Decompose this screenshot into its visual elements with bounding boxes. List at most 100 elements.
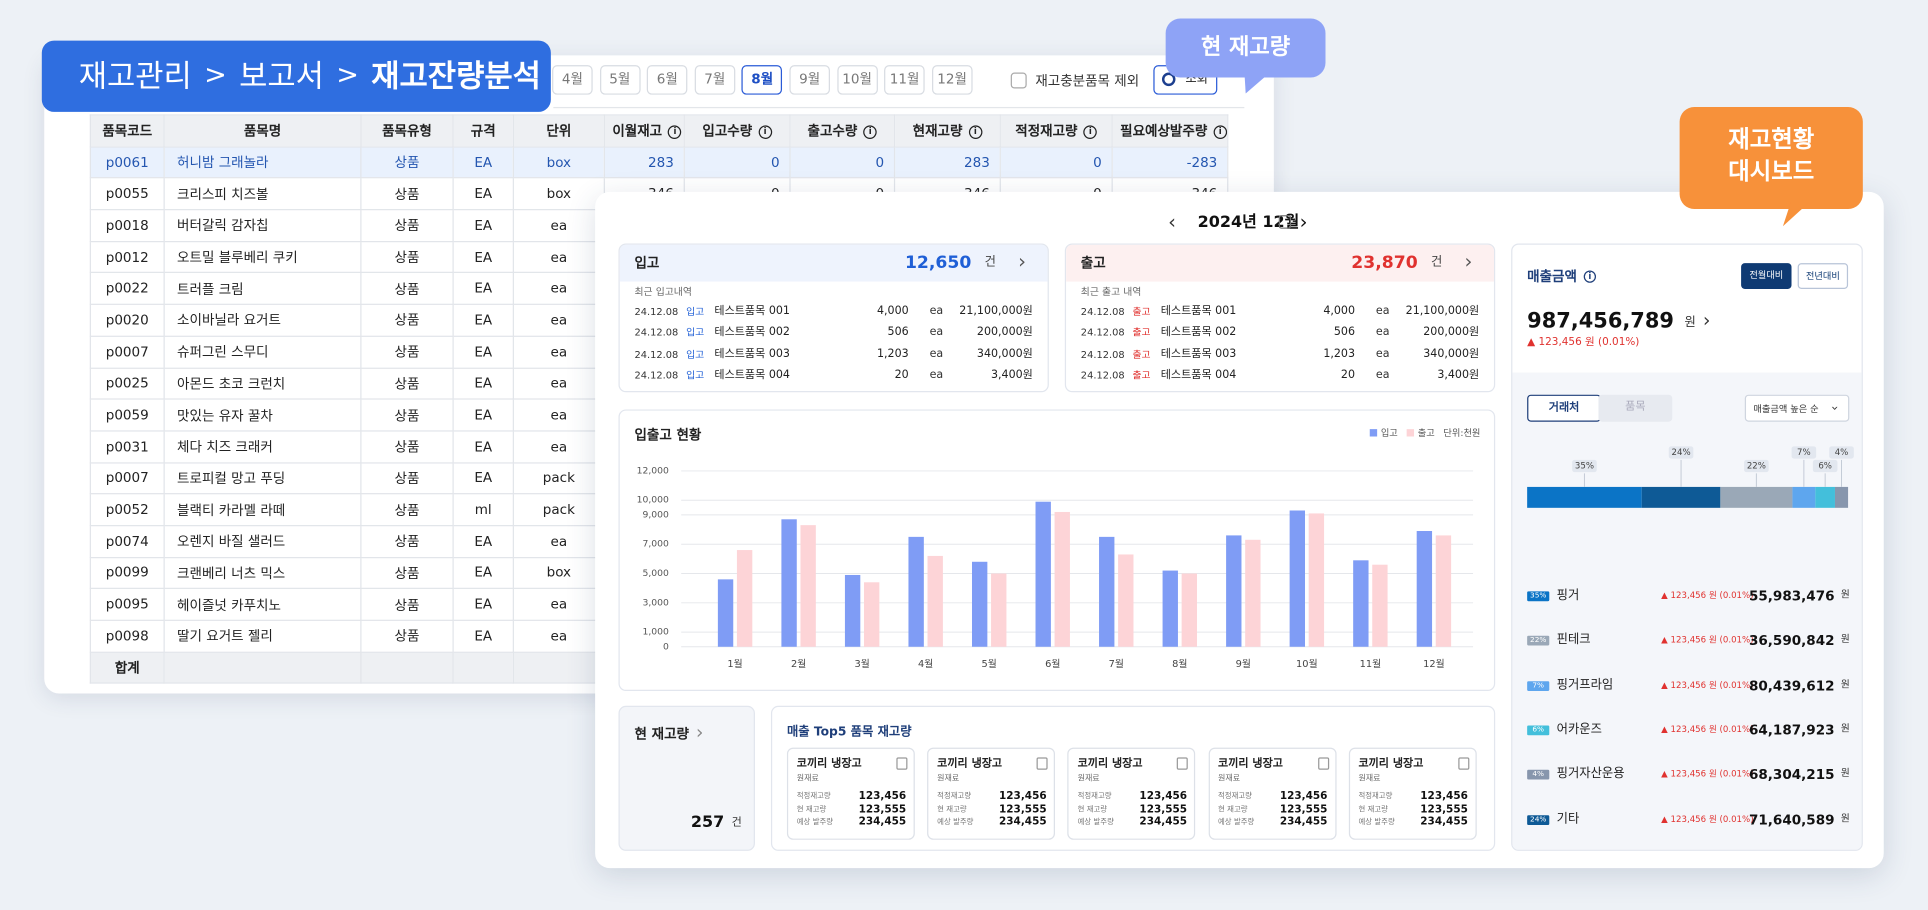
x-tick-label: 12월 [1423, 658, 1445, 670]
share-label: 22% [1747, 462, 1766, 472]
x-tick-label: 8월 [1172, 658, 1187, 670]
compare-button[interactable]: 전월대비 [1741, 263, 1792, 289]
chevron[interactable]: › [1018, 249, 1026, 273]
calendar-icon[interactable] [1278, 215, 1292, 229]
table-cell: p0012 [89, 240, 165, 274]
table-cell: 상품 [360, 335, 454, 369]
divider [553, 106, 1245, 109]
header-text: 적정재고량 [1015, 123, 1078, 140]
header-text: 품목유형 [382, 123, 432, 140]
legend-swatch [1406, 429, 1415, 437]
header-text: 규격 [470, 123, 496, 140]
bar [1162, 570, 1178, 647]
checkbox[interactable] [1010, 72, 1027, 89]
row-unit: ea [929, 305, 944, 318]
client-unit: 원 [1840, 678, 1850, 690]
next-arrow[interactable]: › [1299, 210, 1308, 234]
row-unit: ea [1375, 348, 1390, 361]
top5-item[interactable]: 코끼리 냉장고 원재료 적정재고량 123,456 현 재고량 123,555 예상 발주량… [1348, 747, 1477, 840]
table-cell: box [512, 145, 605, 179]
table-cell: p0031 [89, 430, 165, 464]
client-unit: 원 [1840, 588, 1850, 601]
y-tick-label: 1,000 [642, 627, 669, 638]
top5-item[interactable]: 코끼리 냉장고 원재료 적정재고량 123,456 현 재고량 123,555 예상 발주량… [1208, 747, 1337, 840]
chevron[interactable]: › [1464, 249, 1473, 273]
table-cell: 블랙티 카라멜 라떼 [163, 493, 362, 527]
y-tick-label: 0 [663, 641, 669, 652]
item-row-value: 234,455 [1139, 816, 1188, 829]
sort-dropdown[interactable]: 매출금액 높은 순 › [1744, 394, 1850, 422]
row-name: 테스트품목 004 [1160, 369, 1237, 383]
item-icon [1036, 757, 1048, 770]
month-button[interactable]: 9월 [789, 65, 830, 95]
client-name: 핀테크 [1556, 633, 1591, 648]
table-row[interactable]: p0061 허니밤 그래놀라 상품 EA box 283 0 0 283 0 -283 [89, 145, 1229, 179]
table-cell: ea [512, 240, 605, 274]
share-label: 4% [1835, 448, 1849, 458]
item-row-label: 예상 발주량 [1077, 817, 1114, 827]
month-button[interactable]: 12월 [931, 65, 973, 95]
row-date: 24.12.08 [1080, 370, 1125, 382]
top5-item[interactable]: 코끼리 냉장고 원재료 적정재고량 123,456 현 재고량 123,555 예상 발주량… [927, 747, 1056, 840]
client-name: 핑거자산운용 [1556, 767, 1625, 782]
bar [1353, 560, 1369, 647]
item-icon [896, 757, 908, 770]
top5-title: 매출 Top5 품목 재고량 [786, 725, 912, 739]
x-tick-label: 5월 [982, 658, 997, 670]
item-row-label: 적정재고량 [937, 791, 972, 801]
item-row-label: 현 재고량 [1218, 804, 1248, 814]
chevron[interactable]: › [1702, 309, 1711, 332]
inbound-count: 12,650 [904, 253, 972, 273]
compare-button[interactable]: 전년대비 [1797, 263, 1849, 289]
footer-cell [452, 651, 514, 685]
footer-cell [163, 651, 362, 685]
column-header: 품목코드 [89, 114, 165, 148]
table-cell: EA [452, 367, 514, 400]
bar [844, 574, 861, 647]
item-row-value: 123,456 [1139, 790, 1188, 803]
item-row-value: 123,555 [1139, 803, 1188, 816]
row-unit: ea [1375, 369, 1390, 383]
outbound-title: 출고 [1080, 255, 1106, 272]
tab[interactable]: 거래처 [1527, 394, 1601, 422]
month-button[interactable]: 11월 [884, 65, 925, 95]
share-label-bg [1812, 459, 1838, 473]
outbound-card: 출고 23,870 건 › 최근 출고 내역 24.12.08 출고 테스트품목 001 4,0… [1064, 243, 1496, 393]
month-button[interactable]: 8월 [741, 65, 783, 95]
month-button[interactable]: 5월 [599, 65, 641, 95]
client-badge: 7% [1527, 680, 1550, 691]
month-button[interactable]: 10월 [836, 65, 878, 95]
table-cell: EA [452, 524, 514, 558]
table-cell: p0022 [89, 272, 165, 306]
row-date: 24.12.08 [634, 327, 679, 339]
item-row-label: 현 재고량 [1077, 804, 1108, 814]
breadcrumb-separator: > [204, 60, 227, 91]
table-cell: ea [512, 524, 605, 558]
info-icon: i [968, 125, 983, 139]
item-row-label: 적정재고량 [1077, 791, 1112, 801]
inbound-subtitle: 최근 입고내역 [634, 286, 692, 298]
share-segment [1641, 486, 1721, 508]
prev-arrow[interactable]: ‹ [1168, 210, 1176, 234]
month-button[interactable]: 6월 [646, 65, 688, 95]
table-cell: EA [452, 335, 514, 369]
row-name: 테스트품목 002 [1160, 326, 1237, 340]
inbound-card: 입고 12,650 건 › 최근 입고내역 24.12.08 입고 테스트품목 001 4,00… [618, 243, 1049, 393]
client-amount: 68,304,215 [1748, 766, 1835, 783]
top5-item[interactable]: 코끼리 냉장고 원재료 적정재고량 123,456 현 재고량 123,555 예상 발주량… [786, 747, 915, 840]
x-tick-label: 11월 [1360, 658, 1382, 670]
month-button[interactable]: 4월 [552, 65, 593, 95]
sales-title: 매출금액 [1527, 268, 1577, 285]
item-name: 코끼리 냉장고 [1077, 758, 1143, 771]
tab[interactable]: 품목 [1598, 394, 1673, 422]
chevron[interactable]: › [695, 721, 704, 744]
top5-item[interactable]: 코끼리 냉장고 원재료 적정재고량 123,456 현 재고량 123,555 예상 발주량… [1067, 747, 1196, 840]
client-change: ▲ 123,456 원 (0.01%) [1661, 680, 1754, 690]
month-button[interactable]: 7월 [694, 65, 736, 95]
period-label: 2024년 12월 [1197, 213, 1300, 232]
table-cell: p0025 [89, 367, 165, 400]
item-row-label: 예상 발주량 [796, 817, 834, 827]
table-cell: ea [512, 619, 605, 653]
sales-amount: 987,456,789 [1527, 309, 1674, 334]
table-cell: 상품 [360, 493, 454, 527]
